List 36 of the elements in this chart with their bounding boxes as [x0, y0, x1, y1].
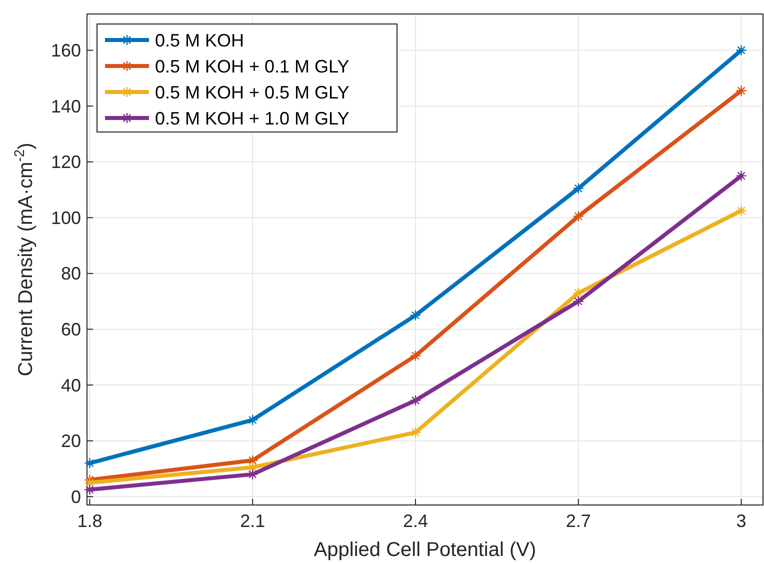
point [410, 310, 422, 321]
legend-label: 0.5 M KOH + 1.0 M GLY [155, 108, 350, 128]
legend-label: 0.5 M KOH + 0.1 M GLY [155, 56, 350, 76]
y-tick-label: 140 [50, 96, 81, 116]
x-tick-label: 2.4 [402, 511, 428, 531]
y-tick-label: 160 [50, 40, 81, 61]
x-tick-label: 1.8 [77, 511, 102, 531]
point [410, 394, 422, 406]
point [572, 287, 584, 299]
y-tick-label: 80 [60, 264, 81, 284]
x-tick-label: 3 [736, 511, 746, 531]
y-tick-label: 40 [60, 375, 81, 396]
point [84, 458, 96, 469]
point [84, 477, 96, 488]
point [736, 44, 747, 56]
x-axis-title: Applied Cell Potential (V) [314, 539, 536, 561]
point [572, 210, 584, 222]
point [736, 170, 747, 182]
y-tick-label: 120 [50, 152, 81, 172]
legend-label: 0.5 M KOH [155, 30, 244, 50]
point [247, 454, 258, 466]
point [572, 296, 584, 307]
y-tick-label: 20 [60, 431, 81, 452]
point [572, 182, 584, 194]
y-tick-label: 0 [70, 486, 81, 507]
point [736, 85, 747, 96]
point [736, 205, 747, 216]
legend-label: 0.5 M KOH + 0.5 M GLY [155, 82, 350, 102]
point [247, 468, 258, 480]
point [247, 414, 258, 426]
point [84, 484, 96, 496]
x-tick-label: 2.7 [566, 511, 591, 531]
x-tick-label: 2.1 [240, 511, 266, 531]
y-tick-label: 60 [60, 320, 81, 340]
point [410, 350, 422, 362]
y-tick-label: 100 [50, 208, 81, 228]
